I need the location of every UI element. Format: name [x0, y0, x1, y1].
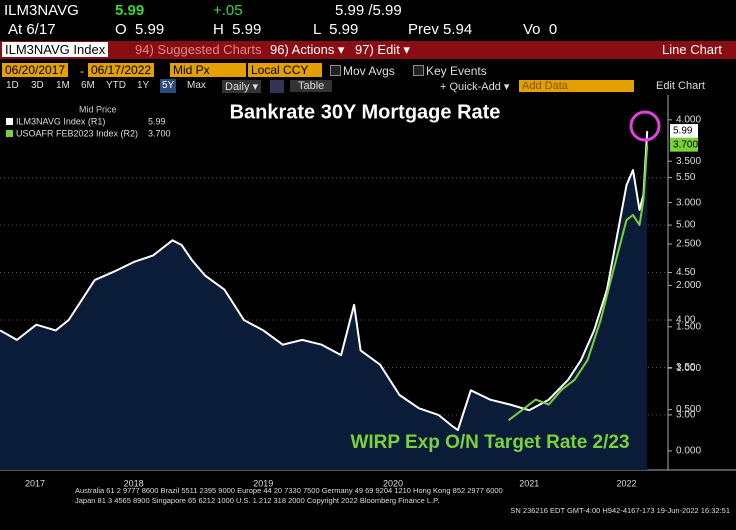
end-date[interactable]: 06/17/2022 [88, 63, 155, 77]
legend-label: ILM3NAVG Index (R1) [16, 116, 105, 126]
period-button[interactable]: 1D [6, 80, 19, 91]
y-tick-label: 4.50 [676, 267, 696, 278]
start-date[interactable]: 06/20/2017 [2, 63, 69, 77]
y2-tick-label: 2.500 [676, 239, 701, 250]
volume: Vo 0 [523, 21, 558, 38]
y2-tick-label: 1.500 [676, 321, 701, 332]
high: H 5.99 [213, 21, 262, 38]
y-tick-label: 3.50 [676, 362, 696, 373]
y2-tick-label: 0.000 [676, 446, 701, 457]
low: L 5.99 [313, 21, 359, 38]
change: +.05 [213, 2, 243, 19]
period-button[interactable]: YTD [106, 80, 126, 91]
last-value-label: 3.700 [673, 139, 698, 150]
y-tick-label: 3.00 [676, 410, 696, 421]
as-of: At 6/17 [8, 21, 56, 38]
y2-tick-label: 2.000 [676, 280, 701, 291]
y-tick-label: 5.50 [676, 172, 696, 183]
series-line [507, 144, 649, 422]
x-tick-label: 2018 [124, 478, 144, 488]
x-tick-label: 2019 [253, 478, 273, 488]
edit-chart[interactable]: Edit Chart [656, 80, 705, 92]
y-tick-label: 5.00 [676, 220, 696, 231]
chart-kind: Line Chart [662, 42, 722, 57]
key-events[interactable]: Key Events [426, 64, 487, 78]
period-button[interactable]: 5Y [160, 79, 177, 93]
y2-tick-label: 1.000 [676, 363, 701, 374]
footer-line: SN 236216 EDT GMT-4:00 H942-4167-173 19-… [510, 506, 730, 515]
y2-tick-label: 0.500 [676, 404, 701, 415]
last-value-box [670, 137, 698, 152]
x-tick-label: 2020 [383, 478, 403, 488]
footer-line: Japan 81 3 4565 8900 Singapore 65 6212 1… [75, 496, 439, 505]
footer-line: Australia 61 2 9777 8600 Brazil 5511 239… [75, 486, 503, 495]
legend-swatch [6, 118, 13, 125]
date-dash: - [80, 64, 84, 78]
period-button[interactable]: Max [187, 80, 206, 91]
chart-icon[interactable] [270, 80, 284, 93]
period-button[interactable]: 3D [31, 80, 44, 91]
legend-value: 5.99 [148, 116, 166, 126]
field[interactable]: Mid Px [170, 63, 246, 77]
actions-menu[interactable]: 96) Actions ▾ [270, 42, 345, 57]
y2-tick-label: 3.000 [676, 197, 701, 208]
y2-tick-label: 3.500 [676, 156, 701, 167]
checkbox[interactable] [330, 65, 341, 76]
add-data[interactable]: Add Data [519, 80, 634, 92]
prev: Prev 5.94 [408, 21, 473, 38]
y-tick-label: 4.00 [676, 315, 696, 326]
chart-title: Bankrate 30Y Mortgage Rate [230, 101, 501, 123]
x-tick-label: 2021 [519, 478, 539, 488]
x-tick-label: 2022 [616, 478, 636, 488]
frequency[interactable]: Daily ▾ [222, 80, 262, 93]
suggested-charts[interactable]: 94) Suggested Charts [135, 42, 262, 57]
series-area [0, 131, 648, 470]
security[interactable]: ILM3NAVG Index [2, 42, 109, 57]
x-tick-label: 2017 [25, 478, 45, 488]
series-line [0, 131, 649, 432]
annotation: WIRP Exp O/N Target Rate 2/23 [350, 432, 629, 453]
quick-add[interactable]: + Quick-Add ▾ [440, 81, 510, 93]
period-button[interactable]: 1Y [137, 80, 150, 91]
legend-value: 3.700 [148, 128, 171, 138]
legend-title: Mid Price [79, 104, 117, 114]
table-button[interactable]: Table [290, 80, 333, 92]
open: O 5.99 [115, 21, 165, 38]
toolbar [0, 41, 736, 59]
legend-swatch [6, 130, 13, 137]
currency[interactable]: Local CCY [248, 63, 322, 77]
mov-avgs[interactable]: Mov Avgs [343, 64, 395, 78]
edit-menu[interactable]: 97) Edit ▾ [355, 42, 410, 57]
bid-ask: 5.99 /5.99 [335, 2, 402, 19]
last-value-label: 5.99 [673, 126, 693, 137]
period-button[interactable]: 1M [56, 80, 70, 91]
period-button[interactable]: 6M [81, 80, 95, 91]
ticker: ILM3NAVG [4, 2, 79, 19]
last-price: 5.99 [115, 2, 145, 19]
last-value-box [670, 124, 698, 139]
y2-tick-label: 4.000 [676, 114, 701, 125]
highlight-circle [629, 110, 661, 142]
legend-label: USOAFR FEB2023 Index (R2) [16, 128, 138, 138]
checkbox[interactable] [413, 65, 424, 76]
